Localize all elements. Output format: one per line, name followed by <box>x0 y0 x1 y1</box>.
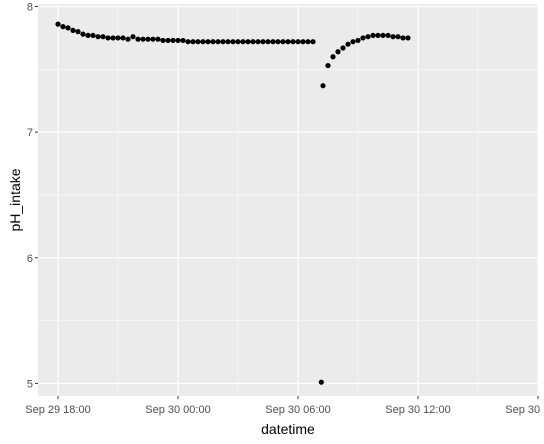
y-tick-labels: 5 6 7 8 <box>27 2 33 391</box>
data-point <box>375 32 381 39</box>
data-point <box>95 34 101 40</box>
data-point <box>390 34 396 40</box>
data-point <box>130 34 136 40</box>
data-point <box>150 36 156 42</box>
data-point <box>318 379 324 385</box>
data-point <box>240 39 246 45</box>
data-point <box>345 41 351 47</box>
minor-gridlines <box>38 4 538 396</box>
data-point <box>340 45 346 51</box>
data-point <box>185 39 191 45</box>
data-point <box>285 39 291 45</box>
data-point <box>195 39 201 45</box>
data-point <box>395 34 401 40</box>
data-point <box>245 39 251 45</box>
data-point <box>400 35 406 41</box>
data-point <box>405 35 411 41</box>
data-point <box>75 29 81 35</box>
data-point <box>320 83 326 89</box>
axis-ticks <box>35 6 539 399</box>
data-point <box>295 39 301 45</box>
x-tick-label: Sep 30 00:00 <box>145 404 210 416</box>
data-point <box>355 37 361 44</box>
data-point <box>135 36 141 42</box>
data-point <box>370 32 376 39</box>
data-point <box>110 35 116 41</box>
data-point <box>155 36 161 42</box>
data-point <box>170 37 176 44</box>
data-point <box>65 25 71 31</box>
major-gridlines <box>38 4 539 396</box>
data-point <box>255 39 261 45</box>
x-tick-label: Sep 30 06:00 <box>265 404 330 416</box>
data-point <box>335 49 341 55</box>
data-point <box>380 32 386 39</box>
data-point <box>105 35 111 41</box>
data-point <box>140 36 146 42</box>
data-point <box>350 39 356 45</box>
data-point <box>365 34 371 40</box>
data-point <box>305 39 311 45</box>
x-axis-title: datetime <box>261 421 315 437</box>
y-tick-label: 6 <box>27 253 33 265</box>
data-point <box>330 54 336 60</box>
data-point <box>280 39 286 45</box>
data-point <box>215 39 221 45</box>
data-point <box>360 35 366 41</box>
y-tick-label: 5 <box>27 378 33 390</box>
data-point <box>125 36 131 42</box>
data-point <box>115 35 121 41</box>
x-tick-label: Sep 30 12:00 <box>385 404 450 416</box>
data-point <box>90 32 96 39</box>
data-point <box>60 24 66 30</box>
data-point <box>325 62 331 69</box>
x-tick-label: Sep 30 18:00 <box>505 404 544 416</box>
data-point <box>70 27 76 33</box>
data-point <box>165 37 171 44</box>
data-point <box>235 39 241 45</box>
y-axis-title: pH_intake <box>7 168 23 231</box>
data-point <box>180 37 186 44</box>
data-point <box>270 39 276 45</box>
data-point <box>80 31 86 37</box>
x-tick-label: Sep 29 18:00 <box>25 404 90 416</box>
data-point <box>230 39 236 45</box>
data-point <box>100 34 106 40</box>
data-point <box>225 39 231 45</box>
plot-panel <box>38 4 538 396</box>
data-point <box>190 39 196 45</box>
y-tick-label: 7 <box>27 127 33 139</box>
data-point <box>250 39 256 45</box>
data-point <box>120 35 126 41</box>
data-point <box>55 21 61 27</box>
data-point <box>160 37 166 44</box>
data-point <box>385 32 391 39</box>
data-point <box>290 39 296 45</box>
data-point <box>220 39 226 45</box>
data-points <box>55 21 411 385</box>
x-tick-labels: Sep 29 18:00 Sep 30 00:00 Sep 30 06:00 Sep … <box>25 404 544 416</box>
data-point <box>275 39 281 45</box>
data-point <box>300 39 306 45</box>
data-point <box>85 32 91 39</box>
data-point <box>265 39 271 45</box>
data-point <box>200 39 206 45</box>
data-point <box>210 39 216 45</box>
data-point <box>260 39 266 45</box>
data-point <box>205 39 211 45</box>
data-point <box>310 39 316 45</box>
y-tick-label: 8 <box>27 2 33 14</box>
data-point <box>145 36 151 42</box>
data-point <box>175 37 181 44</box>
